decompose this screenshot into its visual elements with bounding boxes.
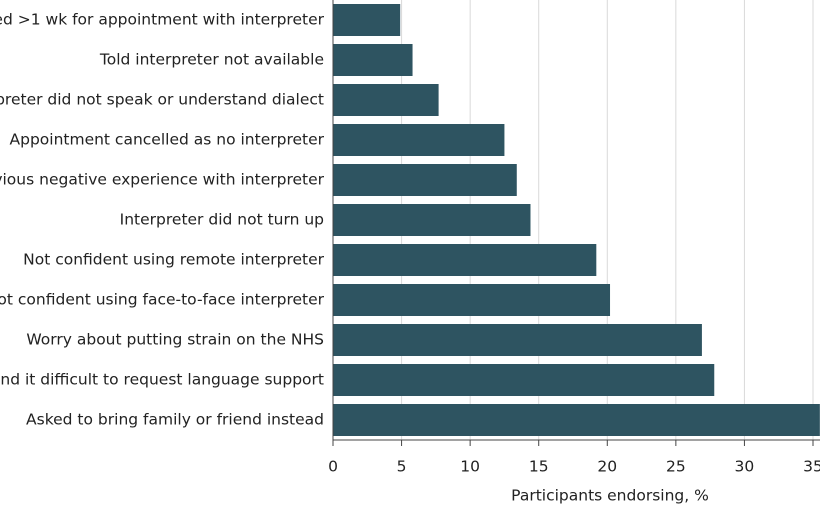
y-tick-label: und it difficult to request language sup…: [0, 371, 324, 389]
x-axis-title: Participants endorsing, %: [511, 487, 709, 505]
bar: [333, 364, 715, 396]
bar: [333, 124, 505, 156]
bar: [333, 284, 611, 316]
y-tick-label: Appointment cancelled as no interpreter: [10, 131, 325, 149]
y-tick-label: Asked to bring family or friend instead: [26, 411, 324, 429]
bar: [333, 204, 531, 236]
bar: [333, 324, 702, 356]
x-tick-label: 35: [803, 458, 820, 476]
x-tick-label: 30: [735, 458, 755, 476]
y-tick-label: Not confident using remote interpreter: [23, 251, 325, 269]
x-tick-label: 5: [397, 458, 407, 476]
y-tick-label: rpreter did not speak or understand dial…: [0, 91, 324, 109]
x-tick-label: 0: [328, 458, 338, 476]
bar: [333, 4, 401, 36]
y-tick-label: ted >1 wk for appointment with interpret…: [0, 11, 325, 29]
x-tick-label: 20: [597, 458, 617, 476]
bar: [333, 244, 597, 276]
y-tick-label: ot confident using face-to-face interpre…: [0, 291, 325, 309]
y-tick-label: Worry about putting strain on the NHS: [26, 331, 324, 349]
bar: [333, 84, 439, 116]
bar: [333, 44, 413, 76]
x-tick-label: 25: [666, 458, 686, 476]
x-tick-label: 15: [529, 458, 549, 476]
y-tick-label: Interpreter did not turn up: [120, 211, 324, 229]
y-tick-label: Told interpreter not available: [99, 51, 324, 69]
x-tick-label: 10: [460, 458, 480, 476]
y-tick-label: evious negative experience with interpre…: [0, 171, 325, 189]
bar: [333, 404, 820, 436]
bar: [333, 164, 517, 196]
